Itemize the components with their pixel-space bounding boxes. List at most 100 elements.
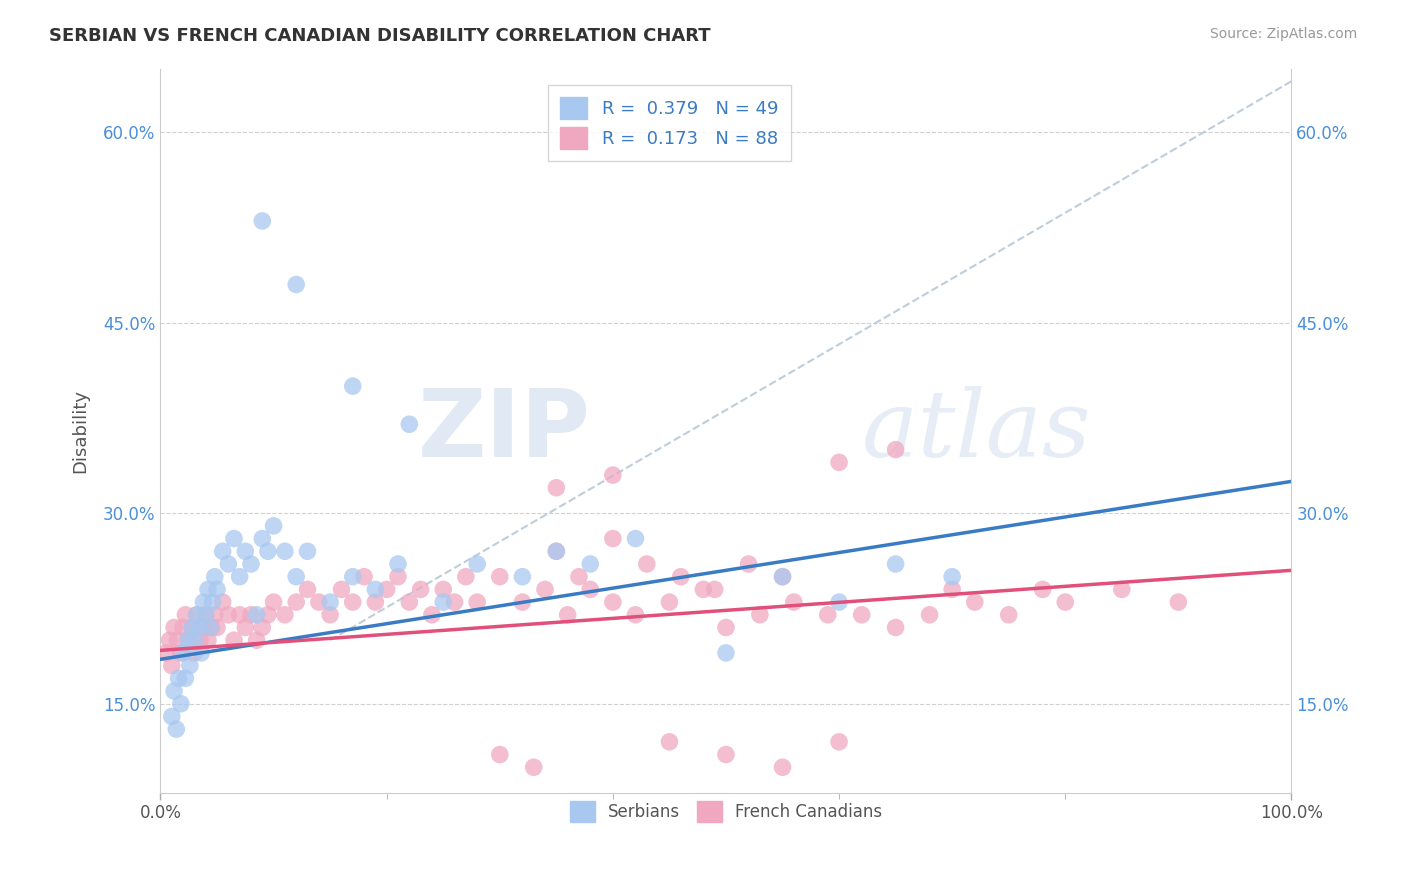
Point xyxy=(170,697,193,711)
Point xyxy=(297,582,319,597)
Point xyxy=(222,633,245,648)
Point xyxy=(512,595,534,609)
Point xyxy=(257,544,280,558)
Point xyxy=(828,455,851,469)
Point xyxy=(177,633,200,648)
Point xyxy=(387,557,409,571)
Point xyxy=(828,735,851,749)
Point xyxy=(523,760,546,774)
Point xyxy=(160,658,183,673)
Point xyxy=(205,620,228,634)
Point xyxy=(174,671,197,685)
Point xyxy=(183,646,205,660)
Point xyxy=(166,633,188,648)
Point xyxy=(748,607,770,622)
Point xyxy=(285,277,308,292)
Point xyxy=(828,595,851,609)
Point xyxy=(222,532,245,546)
Point xyxy=(233,620,256,634)
Point xyxy=(714,747,737,762)
Point xyxy=(432,582,454,597)
Point xyxy=(193,620,215,634)
Text: Source: ZipAtlas.com: Source: ZipAtlas.com xyxy=(1209,27,1357,41)
Point xyxy=(884,620,907,634)
Point xyxy=(884,557,907,571)
Point xyxy=(918,607,941,622)
Point xyxy=(963,595,986,609)
Point xyxy=(669,570,692,584)
Point xyxy=(546,544,568,558)
Point xyxy=(851,607,873,622)
Point xyxy=(170,646,193,660)
Point xyxy=(557,607,579,622)
Point xyxy=(194,607,217,622)
Point xyxy=(252,532,274,546)
Point xyxy=(488,747,510,762)
Point xyxy=(285,570,308,584)
Point xyxy=(330,582,353,597)
Point xyxy=(217,607,239,622)
Point xyxy=(179,658,201,673)
Point xyxy=(512,570,534,584)
Point xyxy=(602,468,624,483)
Point xyxy=(186,607,208,622)
Point xyxy=(233,544,256,558)
Point xyxy=(274,607,297,622)
Point xyxy=(375,582,398,597)
Point xyxy=(420,607,443,622)
Point xyxy=(211,595,233,609)
Point xyxy=(817,607,839,622)
Point xyxy=(263,519,285,533)
Point xyxy=(364,582,387,597)
Point xyxy=(201,595,224,609)
Point xyxy=(997,607,1019,622)
Point xyxy=(579,582,602,597)
Point xyxy=(200,620,222,634)
Point xyxy=(263,595,285,609)
Point xyxy=(217,557,239,571)
Point xyxy=(228,570,250,584)
Point xyxy=(1167,595,1189,609)
Point xyxy=(172,620,194,634)
Point xyxy=(737,557,759,571)
Point xyxy=(602,532,624,546)
Text: atlas: atlas xyxy=(862,385,1091,475)
Point xyxy=(692,582,714,597)
Point xyxy=(187,620,209,634)
Point xyxy=(636,557,658,571)
Point xyxy=(197,582,219,597)
Point xyxy=(624,607,647,622)
Point xyxy=(319,607,342,622)
Point xyxy=(252,214,274,228)
Point xyxy=(772,760,794,774)
Point xyxy=(159,633,181,648)
Point xyxy=(181,620,204,634)
Point xyxy=(387,570,409,584)
Point xyxy=(176,633,198,648)
Point xyxy=(714,646,737,660)
Point xyxy=(193,595,215,609)
Point xyxy=(353,570,375,584)
Point xyxy=(163,684,186,698)
Point xyxy=(658,735,681,749)
Point xyxy=(211,544,233,558)
Point xyxy=(432,595,454,609)
Point xyxy=(163,620,186,634)
Text: SERBIAN VS FRENCH CANADIAN DISABILITY CORRELATION CHART: SERBIAN VS FRENCH CANADIAN DISABILITY CO… xyxy=(49,27,711,45)
Point xyxy=(342,570,364,584)
Point xyxy=(703,582,725,597)
Point xyxy=(228,607,250,622)
Point xyxy=(1032,582,1054,597)
Point xyxy=(465,557,488,571)
Legend: Serbians, French Canadians: Serbians, French Canadians xyxy=(557,788,896,835)
Point xyxy=(155,646,177,660)
Point xyxy=(568,570,591,584)
Point xyxy=(884,442,907,457)
Point xyxy=(167,671,190,685)
Point xyxy=(160,709,183,723)
Point xyxy=(443,595,465,609)
Point xyxy=(602,595,624,609)
Point xyxy=(1054,595,1077,609)
Point xyxy=(205,582,228,597)
Point xyxy=(204,607,226,622)
